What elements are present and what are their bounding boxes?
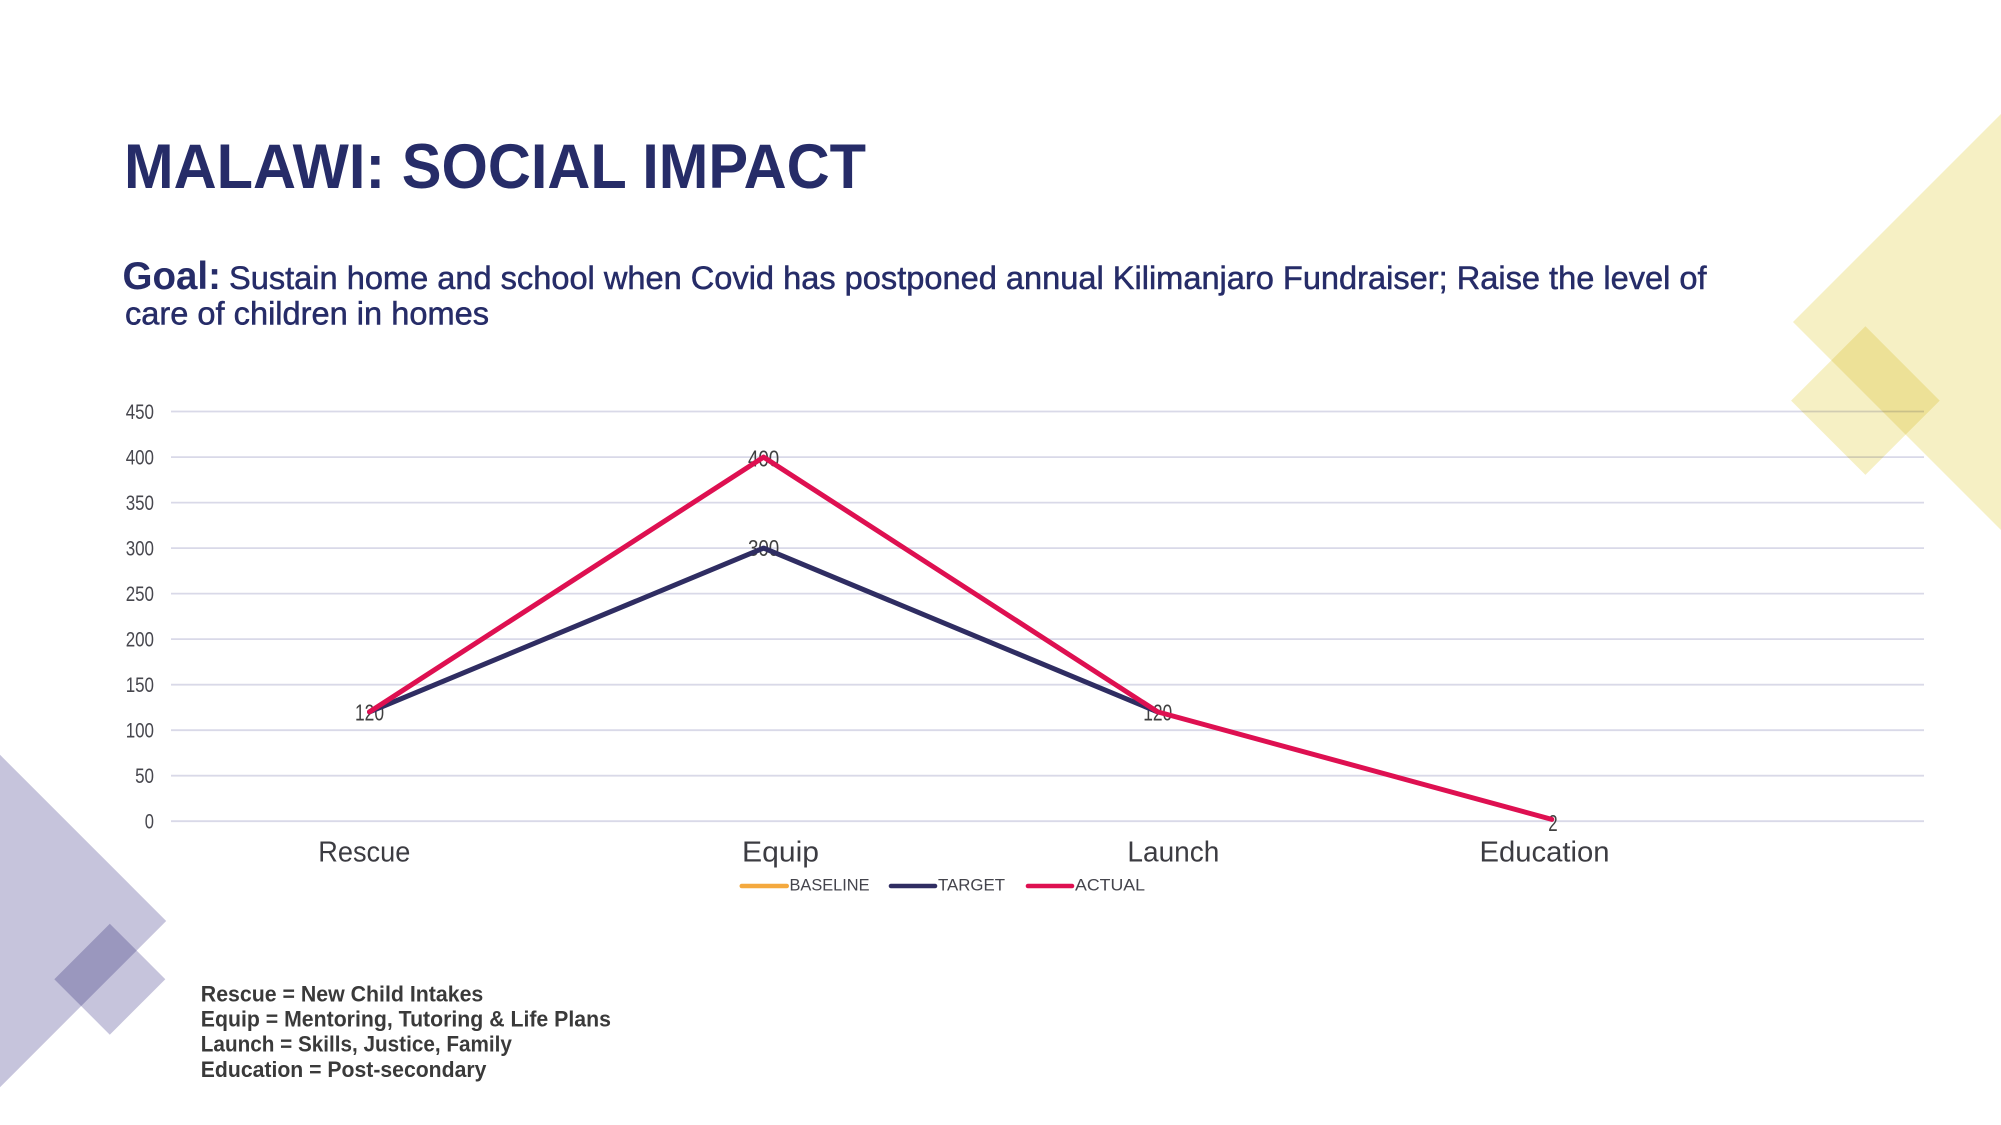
svg-text:Rescue = New Child Intakes: Rescue = New Child Intakes (201, 982, 484, 1007)
svg-text:400: 400 (126, 446, 154, 469)
svg-text:2: 2 (1548, 810, 1557, 836)
svg-text:0: 0 (145, 811, 154, 834)
svg-text:Goal:: Goal: (123, 255, 221, 298)
svg-text:200: 200 (126, 628, 154, 651)
svg-text:Education: Education (1480, 836, 1610, 868)
svg-text:MALAWI: SOCIAL IMPACT: MALAWI: SOCIAL IMPACT (124, 132, 866, 202)
svg-text:Rescue: Rescue (318, 836, 410, 868)
svg-text:Education = Post-secondary: Education = Post-secondary (201, 1057, 487, 1082)
svg-text:Launch = Skills, Justice, Fami: Launch = Skills, Justice, Family (201, 1032, 513, 1057)
svg-text:BASELINE: BASELINE (790, 876, 870, 895)
svg-text:TARGET: TARGET (938, 876, 1005, 895)
svg-text:300: 300 (126, 537, 154, 560)
svg-text:Equip: Equip (742, 836, 819, 868)
svg-text:care of children in homes: care of children in homes (125, 295, 489, 331)
svg-text:Equip = Mentoring, Tutoring &: Equip = Mentoring, Tutoring & Life Plans (201, 1007, 611, 1032)
svg-text:Sustain home and school when C: Sustain home and school when Covid has p… (229, 260, 1707, 296)
svg-text:Launch: Launch (1127, 836, 1219, 868)
svg-text:ACTUAL: ACTUAL (1075, 876, 1145, 895)
svg-text:50: 50 (135, 765, 154, 788)
svg-text:350: 350 (126, 492, 154, 515)
svg-text:250: 250 (126, 583, 154, 606)
svg-text:450: 450 (126, 401, 154, 424)
svg-text:100: 100 (126, 720, 154, 743)
svg-text:150: 150 (126, 674, 154, 697)
